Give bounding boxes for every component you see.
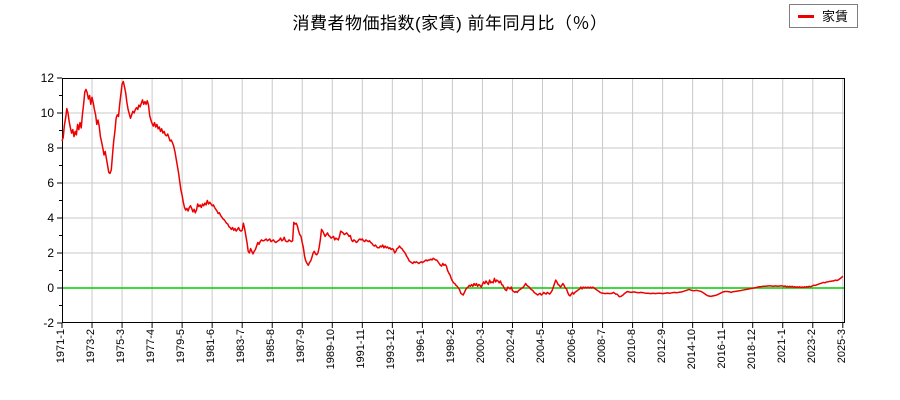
x-tick-label: 2018-12	[745, 329, 758, 370]
x-tick-label: 1977-4	[145, 329, 158, 364]
y-tick-label: 6	[47, 176, 54, 190]
x-tick-label: 1979-5	[175, 329, 188, 364]
y-tick-label: 10	[40, 106, 54, 120]
y-tick-label: 12	[40, 71, 54, 85]
x-tick-label: 1993-12	[385, 329, 398, 370]
x-tick-label: 2002-4	[505, 329, 518, 364]
x-tick-label: 2016-11	[715, 329, 728, 369]
x-tick-label: 2014-10	[685, 329, 698, 370]
y-tick-label: 0	[47, 281, 54, 295]
x-tick-label: 1998-2	[445, 329, 458, 364]
x-tick-label: 1989-10	[325, 329, 338, 370]
chart-title: 消費者物価指数(家賃) 前年同月比（％）	[292, 14, 608, 33]
x-tick-label: 1971-1	[55, 329, 67, 364]
x-tick-label: 2008-7	[595, 329, 608, 364]
y-tick-label: 8	[47, 141, 54, 155]
x-tick-label: 1985-8	[265, 329, 278, 364]
y-tick-label: 2	[47, 246, 54, 260]
x-tick-label: 1983-7	[235, 329, 248, 364]
x-tick-label: 1973-2	[85, 329, 98, 364]
x-tick-label: 2010-8	[625, 329, 638, 364]
x-tick-label: 2004-5	[535, 329, 548, 364]
x-tick-label: 1987-9	[295, 329, 308, 364]
x-tick-label: 1981-6	[205, 329, 218, 364]
y-tick-label: 4	[47, 211, 54, 225]
series-line-rent	[61, 80, 844, 298]
legend-label: 家賃	[822, 8, 849, 24]
plot-border	[62, 78, 845, 323]
y-tick-label: -2	[43, 316, 54, 330]
legend-line-swatch	[798, 14, 814, 18]
x-tick-label: 2006-6	[565, 329, 578, 364]
x-tick-label: 2025-3	[835, 329, 848, 364]
x-tick-label: 1991-11	[355, 329, 368, 369]
x-tick-label: 2023-2	[805, 329, 818, 364]
x-tick-label: 2012-9	[655, 329, 668, 364]
x-tick-label: 1975-3	[115, 329, 128, 364]
legend-box: 家賃	[789, 4, 858, 28]
x-tick-label: 2000-3	[475, 329, 488, 364]
x-tick-label: 1996-1	[415, 329, 428, 364]
x-tick-label: 2021-1	[775, 329, 788, 364]
